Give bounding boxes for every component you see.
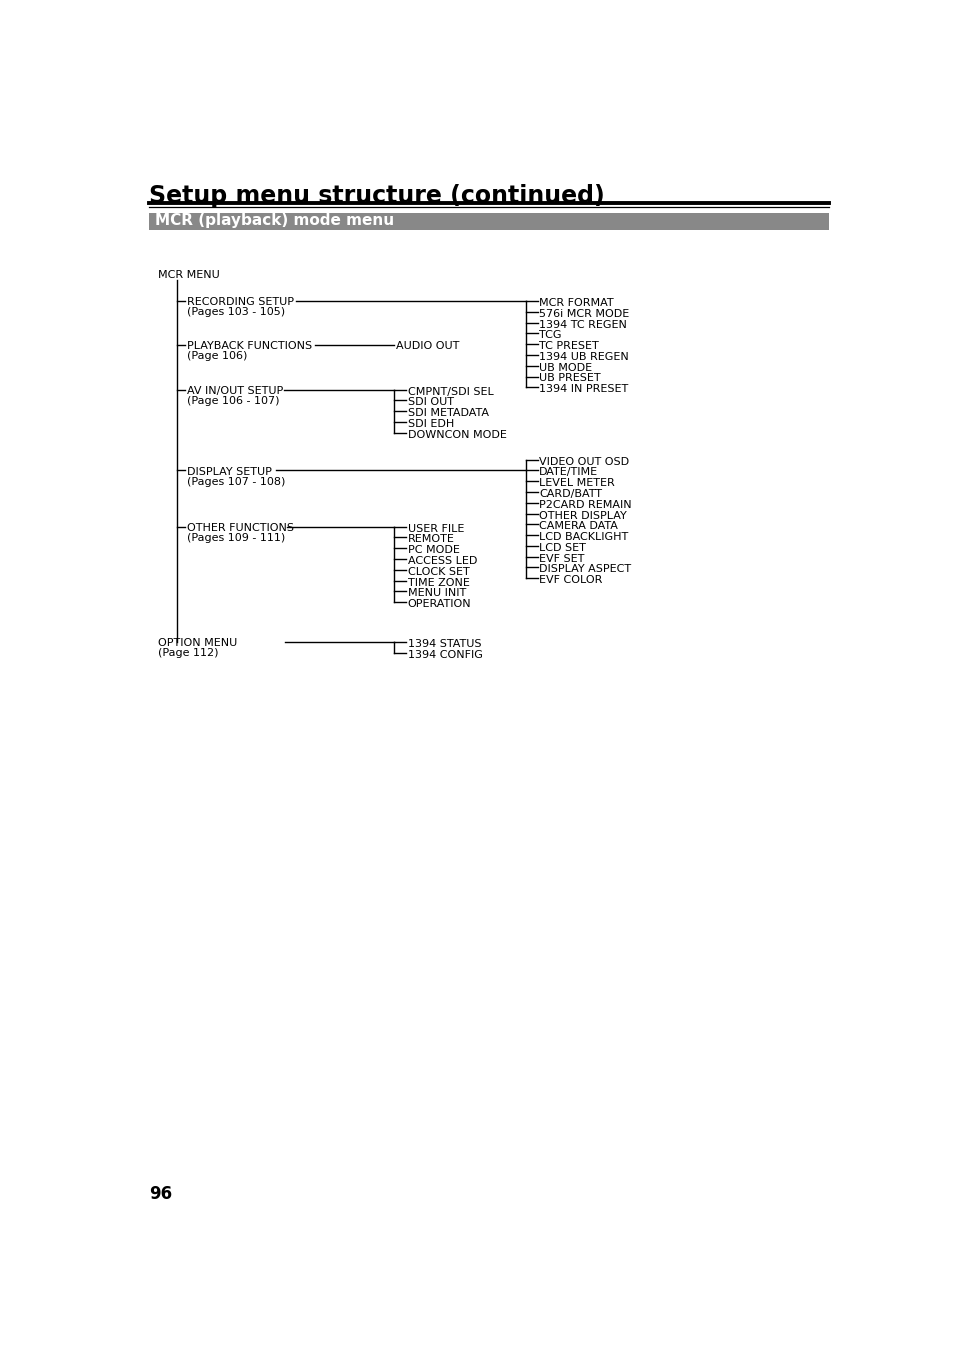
Text: CAMERA DATA: CAMERA DATA [538, 521, 618, 531]
Text: MCR MENU: MCR MENU [158, 271, 219, 280]
Text: PLAYBACK FUNCTIONS: PLAYBACK FUNCTIONS [187, 341, 313, 351]
Text: 1394 STATUS: 1394 STATUS [407, 639, 480, 649]
Text: 1394 IN PRESET: 1394 IN PRESET [538, 385, 628, 394]
Text: P2CARD REMAIN: P2CARD REMAIN [538, 500, 631, 509]
Text: OTHER DISPLAY: OTHER DISPLAY [538, 510, 626, 520]
Text: (Pages 109 - 111): (Pages 109 - 111) [187, 533, 285, 543]
Text: SDI OUT: SDI OUT [407, 397, 453, 408]
Text: CARD/BATT: CARD/BATT [538, 489, 601, 500]
Text: MCR (playback) mode menu: MCR (playback) mode menu [154, 214, 394, 229]
Text: EVF COLOR: EVF COLOR [538, 575, 602, 585]
Text: OPTION MENU: OPTION MENU [158, 638, 237, 649]
Text: DOWNCON MODE: DOWNCON MODE [407, 429, 506, 440]
Text: SDI EDH: SDI EDH [407, 418, 454, 429]
Text: SDI METADATA: SDI METADATA [407, 408, 488, 418]
Text: UB MODE: UB MODE [538, 363, 592, 372]
Text: RECORDING SETUP: RECORDING SETUP [187, 298, 294, 307]
Text: OTHER FUNCTIONS: OTHER FUNCTIONS [187, 523, 294, 533]
Text: DISPLAY ASPECT: DISPLAY ASPECT [538, 565, 631, 574]
Text: MCR FORMAT: MCR FORMAT [538, 298, 614, 307]
Text: (Page 106): (Page 106) [187, 351, 248, 362]
Text: TCG: TCG [538, 330, 561, 340]
Text: (Page 106 - 107): (Page 106 - 107) [187, 395, 279, 406]
Text: ACCESS LED: ACCESS LED [407, 556, 476, 566]
Text: TC PRESET: TC PRESET [538, 341, 598, 351]
Text: PC MODE: PC MODE [407, 546, 459, 555]
Text: VIDEO OUT OSD: VIDEO OUT OSD [538, 456, 629, 467]
Text: (Page 112): (Page 112) [158, 649, 218, 658]
Text: UB PRESET: UB PRESET [538, 374, 600, 383]
Text: Setup menu structure (continued): Setup menu structure (continued) [149, 184, 604, 209]
Text: 1394 UB REGEN: 1394 UB REGEN [538, 352, 628, 362]
Text: 576i MCR MODE: 576i MCR MODE [538, 309, 629, 318]
Text: LEVEL METER: LEVEL METER [538, 478, 615, 489]
Text: 1394 CONFIG: 1394 CONFIG [407, 650, 482, 659]
Text: EVF SET: EVF SET [538, 554, 584, 563]
Text: LCD BACKLIGHT: LCD BACKLIGHT [538, 532, 628, 542]
Text: OPERATION: OPERATION [407, 598, 471, 609]
Text: 96: 96 [149, 1185, 172, 1204]
Text: USER FILE: USER FILE [407, 524, 463, 533]
Text: REMOTE: REMOTE [407, 535, 454, 544]
Text: DISPLAY SETUP: DISPLAY SETUP [187, 467, 272, 477]
Text: (Pages 103 - 105): (Pages 103 - 105) [187, 307, 285, 317]
Text: (Pages 107 - 108): (Pages 107 - 108) [187, 477, 286, 486]
Text: TIME ZONE: TIME ZONE [407, 578, 469, 588]
Text: MENU INIT: MENU INIT [407, 588, 465, 598]
Text: AV IN/OUT SETUP: AV IN/OUT SETUP [187, 386, 283, 395]
Text: LCD SET: LCD SET [538, 543, 585, 552]
Bar [149, 213, 828, 230]
Text: DATE/TIME: DATE/TIME [538, 467, 598, 478]
Text: 1394 TC REGEN: 1394 TC REGEN [538, 320, 626, 329]
Text: CMPNT/SDI SEL: CMPNT/SDI SEL [407, 386, 493, 397]
Text: CLOCK SET: CLOCK SET [407, 567, 469, 577]
Text: AUDIO OUT: AUDIO OUT [395, 341, 458, 351]
